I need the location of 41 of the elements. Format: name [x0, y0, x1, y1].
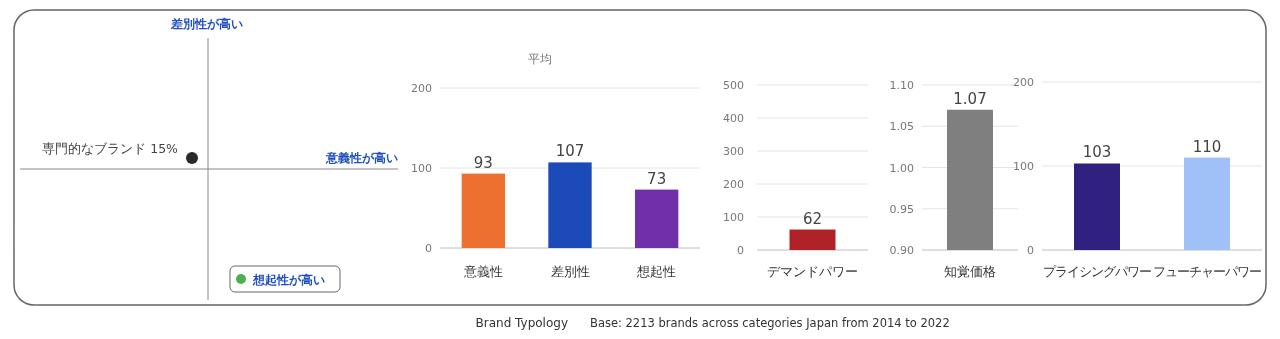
bar — [635, 189, 679, 248]
y-tick-label: 200 — [411, 82, 432, 95]
data-label: 107 — [555, 142, 585, 161]
x-tick-label: 差別性 — [550, 264, 590, 279]
x-tick-label: プライシングパワー — [1043, 264, 1151, 279]
data-label: 93 — [473, 153, 493, 172]
data-label: 62 — [802, 209, 823, 228]
text: Brand Typology — [475, 316, 568, 330]
bar — [461, 173, 505, 248]
text: Base: 2213 brands across categories Japan from 2014 to 2022 — [590, 316, 950, 330]
y-tick-label: 200 — [1013, 76, 1034, 89]
y-tick-label: 100 — [411, 162, 432, 175]
x-tick-label: フューチャーパワー — [1153, 264, 1261, 279]
y-tick-label: 1.00 — [889, 161, 914, 175]
text: 想起性が高い — [252, 273, 325, 287]
text: 差別性が高い — [170, 17, 243, 31]
data-label: 110 — [1192, 137, 1222, 156]
y-tick-label: 0.95 — [889, 202, 914, 216]
text: 専門的なブランド 15% — [42, 141, 179, 156]
y-tick-label: 500 — [723, 79, 744, 92]
y-tick-label: 0 — [737, 244, 744, 257]
y-tick-label: 400 — [723, 112, 744, 125]
y-tick-label: 300 — [723, 145, 744, 158]
chart-title: 平均 — [528, 52, 552, 66]
bar — [548, 162, 592, 248]
x-tick-label: デマンドパワー — [767, 264, 858, 279]
data-label: 73 — [647, 169, 667, 188]
y-tick-label: 0 — [1027, 244, 1034, 257]
x-tick-label: 意義性 — [462, 264, 503, 279]
y-tick-label: 100 — [723, 211, 744, 224]
text: 意義性が高い — [325, 151, 398, 165]
data-label: 103 — [1082, 143, 1112, 162]
data-label: 1.07 — [953, 89, 987, 108]
x-tick-label: 知覚価格 — [944, 264, 996, 279]
x-tick-label: 想起性 — [636, 264, 677, 279]
y-tick-label: 0 — [425, 242, 432, 255]
y-tick-label: 100 — [1013, 160, 1034, 173]
y-tick-label: 1.05 — [889, 120, 914, 134]
y-tick-label: 0.90 — [889, 244, 914, 257]
y-tick-label: 1.10 — [889, 79, 914, 92]
y-tick-label: 200 — [723, 178, 744, 191]
